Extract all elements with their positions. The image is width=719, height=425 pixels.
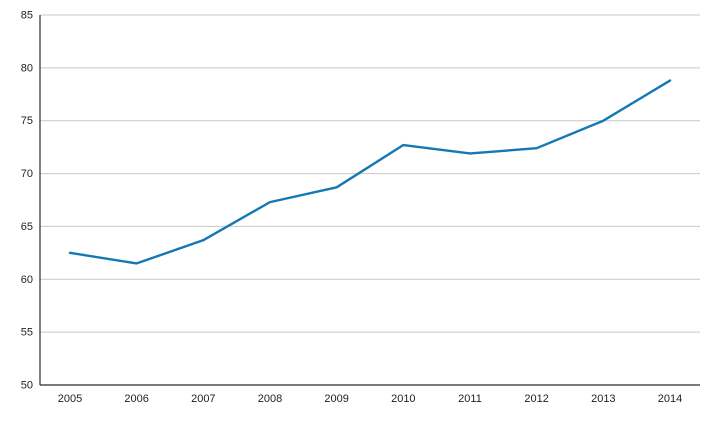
- x-axis-tick-label: 2014: [658, 393, 682, 405]
- x-axis-tick-label: 2011: [458, 393, 482, 405]
- y-axis-tick-label: 65: [21, 221, 33, 233]
- y-axis-tick-label: 70: [21, 168, 33, 180]
- x-axis-tick-label: 2013: [591, 393, 615, 405]
- x-axis-tick-label: 2009: [324, 393, 348, 405]
- y-axis-tick-label: 75: [21, 115, 33, 127]
- y-axis-tick-label: 80: [21, 62, 33, 74]
- y-axis-tick-label: 85: [21, 10, 33, 22]
- y-axis-tick-label: 55: [21, 327, 33, 339]
- x-axis-tick-label: 2007: [191, 393, 215, 405]
- y-axis-tick-label: 60: [21, 274, 33, 286]
- y-axis-tick-label: 50: [21, 380, 33, 392]
- x-axis-tick-label: 2008: [258, 393, 282, 405]
- x-axis-tick-label: 2005: [58, 393, 82, 405]
- x-axis-tick-label: 2012: [524, 393, 548, 405]
- x-axis-tick-label: 2010: [391, 393, 415, 405]
- x-axis-tick-label: 2006: [124, 393, 148, 405]
- data-line-series: [68, 79, 672, 265]
